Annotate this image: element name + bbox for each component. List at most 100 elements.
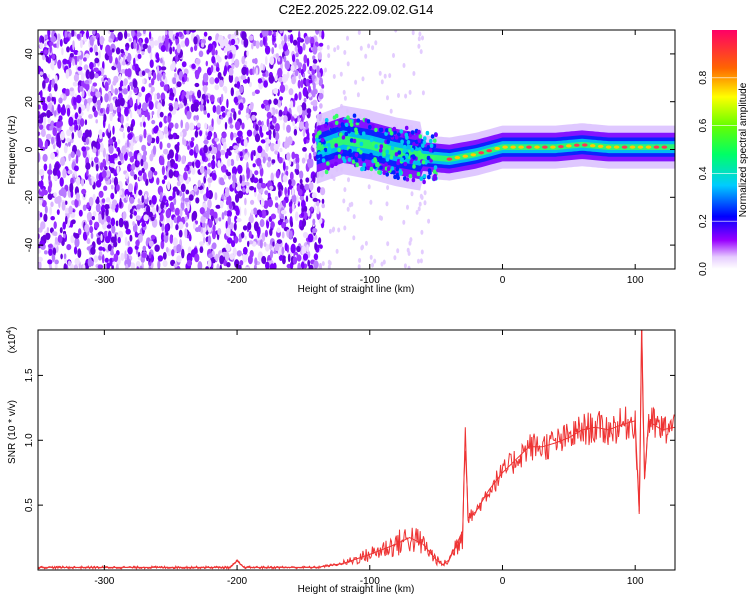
- noise-cell: [207, 259, 212, 268]
- noise-cell: [265, 56, 268, 65]
- signal-peak: [470, 153, 477, 157]
- noise-cell: [42, 73, 47, 80]
- signal-cell: [412, 142, 416, 147]
- noise-cell: [105, 197, 111, 203]
- signal-peak: [478, 151, 485, 155]
- noise-cell: [138, 170, 143, 176]
- noise-cell: [236, 154, 239, 162]
- noise-cell: [90, 232, 94, 239]
- noise-cell: [342, 89, 346, 95]
- noise-cell: [93, 221, 100, 229]
- noise-cell: [60, 156, 66, 166]
- noise-cell: [60, 106, 66, 116]
- noise-cell: [311, 147, 315, 153]
- noise-cell: [269, 56, 275, 66]
- noise-cell: [153, 40, 159, 46]
- noise-cell: [267, 198, 273, 208]
- noise-cell: [251, 91, 256, 97]
- noise-cell: [159, 141, 163, 150]
- noise-cell: [115, 57, 118, 65]
- signal-cell: [418, 134, 423, 139]
- noise-cell: [54, 259, 59, 265]
- noise-cell: [258, 178, 262, 184]
- noise-cell: [97, 264, 104, 269]
- signal-cell: [431, 155, 435, 160]
- noise-cell: [273, 31, 276, 37]
- noise-cell: [66, 46, 70, 53]
- noise-cell: [304, 88, 307, 97]
- noise-cell: [59, 177, 64, 187]
- noise-cell: [153, 126, 159, 134]
- noise-cell: [359, 45, 363, 51]
- noise-cell: [136, 266, 139, 269]
- noise-cell: [315, 30, 320, 35]
- signal-cell: [349, 122, 354, 128]
- noise-cell: [206, 186, 209, 195]
- noise-cell: [161, 35, 165, 42]
- noise-cell: [294, 93, 298, 101]
- snr-axes: -300 -200 -100 0 100 0.5 1.0 1.5: [24, 330, 675, 587]
- signal-cell: [353, 118, 358, 123]
- noise-cell: [47, 193, 53, 201]
- noise-cell: [218, 34, 224, 45]
- noise-cell: [136, 108, 142, 115]
- noise-cell: [42, 80, 46, 89]
- noise-cell: [358, 257, 362, 263]
- noise-cell: [269, 124, 275, 130]
- noise-cell: [195, 197, 200, 204]
- signal-cell: [374, 127, 378, 133]
- noise-cell: [328, 228, 332, 234]
- noise-cell: [40, 89, 43, 99]
- noise-cell: [115, 47, 121, 55]
- noise-cell: [109, 201, 112, 209]
- noise-cell: [264, 229, 268, 238]
- noise-cell: [45, 55, 49, 63]
- noise-cell: [231, 63, 235, 70]
- noise-cell: [165, 246, 169, 253]
- noise-cell: [199, 165, 205, 174]
- noise-cell: [159, 111, 164, 118]
- noise-cell: [54, 162, 60, 171]
- signal-cell: [422, 174, 427, 179]
- noise-cell: [207, 35, 212, 41]
- noise-cell: [244, 266, 249, 269]
- noise-cell: [243, 138, 248, 148]
- signal-cell: [389, 131, 394, 136]
- noise-cell: [120, 114, 124, 125]
- noise-cell: [175, 134, 180, 140]
- noise-cell: [194, 106, 199, 112]
- noise-cell: [228, 238, 232, 244]
- noise-cell: [91, 175, 94, 186]
- noise-cell: [144, 37, 149, 44]
- noise-cell: [72, 119, 79, 126]
- noise-cell: [231, 45, 237, 55]
- noise-cell: [259, 212, 263, 218]
- noise-cell: [125, 172, 129, 179]
- noise-cell: [127, 133, 133, 140]
- noise-cell: [168, 104, 174, 112]
- noise-cell: [130, 262, 136, 269]
- noise-cell: [98, 254, 102, 261]
- noise-cell: [244, 197, 247, 206]
- noise-cell: [95, 180, 102, 188]
- noise-cell: [270, 221, 275, 229]
- noise-cell: [42, 103, 48, 111]
- noise-cell: [103, 185, 108, 191]
- noise-cell: [124, 236, 128, 246]
- snr-y-axis-label: SNR (10 * v/v): [7, 400, 18, 464]
- noise-cell: [69, 87, 74, 92]
- spectrogram-image: [38, 30, 675, 269]
- noise-cell: [174, 207, 180, 216]
- noise-cell: [228, 116, 233, 124]
- noise-cell: [403, 263, 407, 269]
- noise-cell: [308, 264, 314, 269]
- noise-cell: [346, 35, 349, 41]
- noise-cell: [263, 200, 269, 209]
- noise-cell: [292, 237, 297, 244]
- noise-cell: [191, 137, 195, 142]
- noise-cell: [402, 63, 406, 68]
- noise-cell: [81, 79, 85, 89]
- noise-cell: [167, 160, 171, 168]
- noise-cell: [172, 237, 178, 247]
- noise-cell: [306, 57, 310, 67]
